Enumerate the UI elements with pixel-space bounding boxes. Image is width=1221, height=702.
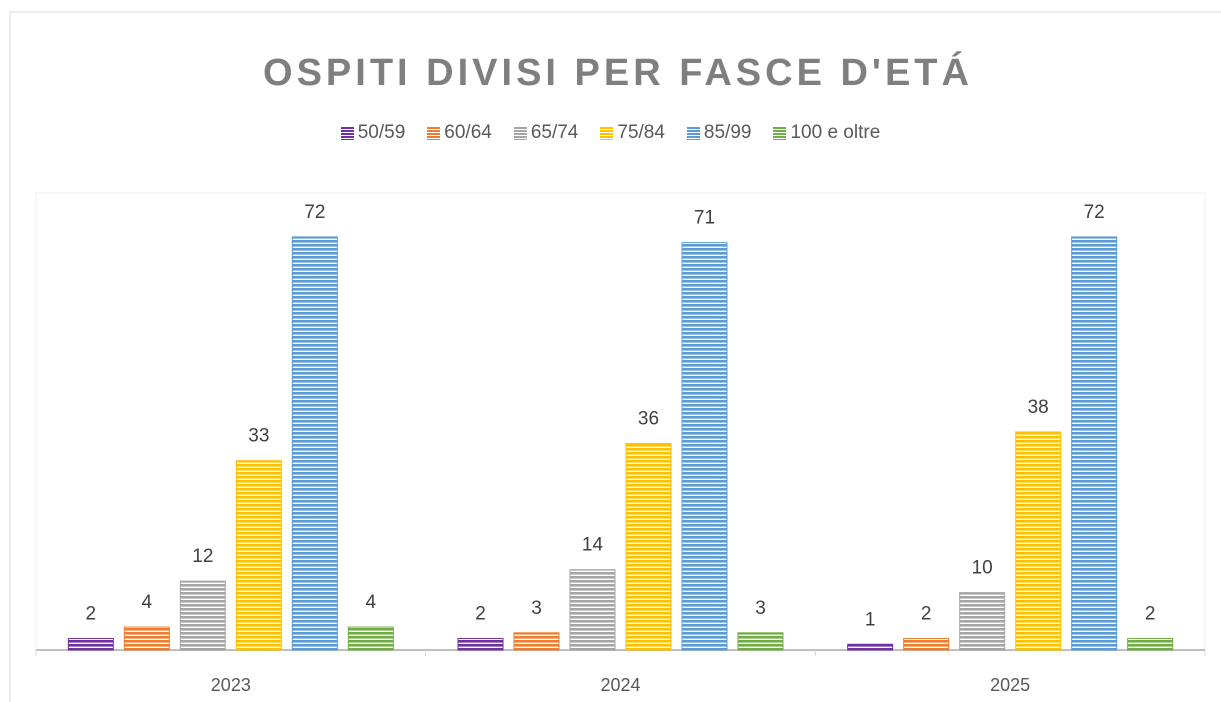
data-label: 2 — [1145, 604, 1156, 625]
bar — [737, 632, 784, 651]
bar — [235, 460, 282, 651]
bar — [1015, 431, 1062, 651]
legend-swatch — [427, 126, 441, 140]
bar — [513, 632, 560, 651]
bar — [457, 638, 504, 651]
data-label: 4 — [142, 592, 153, 613]
bar — [347, 626, 394, 651]
data-label: 2 — [475, 604, 486, 625]
bar — [179, 580, 226, 651]
x-tick-label: 2025 — [990, 675, 1030, 695]
data-label: 1 — [865, 609, 876, 630]
legend-swatch — [340, 126, 354, 140]
bar — [123, 626, 170, 651]
legend-item: 100 e oltre — [773, 122, 880, 144]
legend-item: 50/59 — [340, 122, 406, 144]
x-tick-label: 2023 — [211, 675, 251, 695]
data-label: 38 — [1028, 397, 1049, 418]
bar — [681, 242, 728, 651]
data-label: 71 — [694, 208, 715, 229]
legend-item: 60/64 — [427, 122, 492, 144]
data-label: 2 — [921, 604, 932, 625]
legend-item: 85/99 — [686, 122, 752, 144]
legend-swatch — [600, 126, 614, 140]
data-label: 3 — [755, 598, 766, 619]
legend-item: 65/74 — [513, 122, 579, 144]
data-label: 10 — [972, 558, 993, 579]
legend: 50/59 60/64 65/74 75/84 85/99 100 e oltre — [0, 122, 1221, 144]
bar — [67, 638, 114, 651]
legend-label: 100 e oltre — [790, 122, 881, 143]
x-tick-label: 2024 — [600, 675, 640, 695]
data-label: 72 — [1084, 202, 1105, 223]
chart-border — [9, 11, 1221, 702]
data-label: 2 — [86, 604, 97, 625]
data-label: 12 — [192, 546, 213, 567]
data-label: 33 — [248, 426, 269, 447]
legend-label: 50/59 — [357, 122, 406, 143]
chart-title: OSPITI DIVISI PER FASCE D'ETÁ — [263, 50, 973, 94]
data-label: 72 — [304, 202, 325, 223]
legend-label: 65/74 — [530, 122, 579, 143]
legend-item: 75/84 — [600, 122, 665, 144]
data-label: 36 — [638, 408, 659, 429]
legend-swatch — [773, 126, 787, 140]
data-label: 14 — [582, 535, 604, 556]
data-label: 3 — [531, 598, 542, 619]
legend-label: 60/64 — [444, 122, 492, 143]
bar — [847, 643, 894, 651]
legend-label: 75/84 — [617, 122, 665, 143]
bar — [625, 442, 672, 651]
bar — [291, 236, 338, 651]
bar — [903, 638, 950, 651]
data-label: 4 — [366, 592, 377, 613]
bar — [959, 592, 1006, 651]
legend-label: 85/99 — [703, 122, 752, 143]
bar — [1127, 638, 1174, 651]
legend-swatch — [513, 126, 527, 140]
bar — [1071, 236, 1118, 651]
legend-swatch — [686, 126, 700, 140]
bar — [569, 569, 616, 651]
